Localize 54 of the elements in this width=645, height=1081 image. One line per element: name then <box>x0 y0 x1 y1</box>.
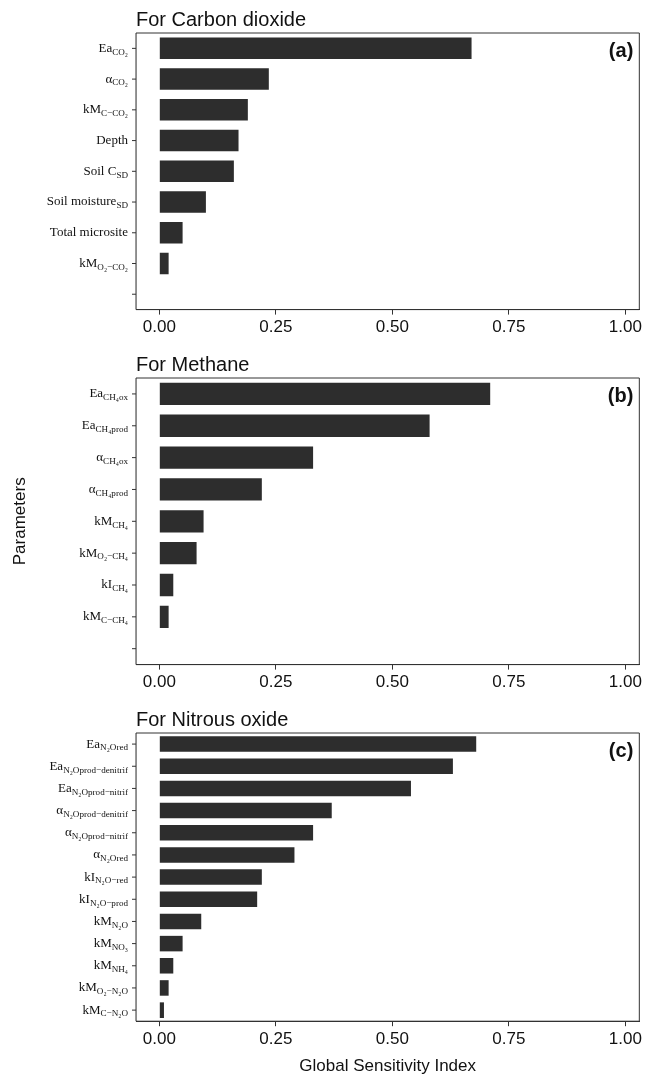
bar <box>159 891 258 908</box>
x-tick-label: 0.25 <box>259 1029 293 1049</box>
bar <box>159 980 169 996</box>
bar <box>159 191 206 213</box>
bar <box>159 847 295 863</box>
x-tick-label: 0.25 <box>259 672 293 692</box>
x-tick-label: 0.75 <box>492 317 526 337</box>
bar <box>159 510 204 533</box>
chart-title: For Carbon dioxide <box>136 7 307 30</box>
x-tick-label: 0.00 <box>142 1029 176 1049</box>
x-tick-label: 0.00 <box>142 672 176 692</box>
bar <box>159 446 314 469</box>
y-tick-label: Depth <box>96 131 129 147</box>
bar <box>159 478 262 501</box>
bar <box>159 414 430 437</box>
bar <box>159 252 169 275</box>
x-axis-title: Global Sensitivity Index <box>299 1056 477 1076</box>
bar <box>159 1002 164 1018</box>
bar <box>159 99 248 121</box>
annotation: (a) <box>608 38 634 61</box>
x-tick-label: 0.75 <box>492 1029 526 1049</box>
x-tick-label: 0.00 <box>142 317 176 337</box>
x-tick-label: 1.00 <box>608 1029 642 1049</box>
bar <box>159 222 183 244</box>
y-tick-label: Total microsite <box>49 224 129 240</box>
bar <box>159 129 239 152</box>
bar <box>159 869 262 885</box>
bar <box>159 935 183 952</box>
x-tick-label: 0.50 <box>375 672 409 692</box>
y-axis-title: Parameters <box>9 477 29 566</box>
annotation: (b) <box>607 383 634 406</box>
bar <box>159 68 269 90</box>
bar <box>159 382 491 406</box>
x-tick-label: 0.50 <box>375 1029 409 1049</box>
x-tick-label: 0.75 <box>492 672 526 692</box>
bar <box>159 780 411 797</box>
bar <box>159 573 174 597</box>
bar <box>159 542 197 565</box>
bar <box>159 758 453 775</box>
bar <box>159 736 477 752</box>
x-tick-label: 0.50 <box>375 317 409 337</box>
bar <box>159 605 169 628</box>
bar <box>159 913 202 930</box>
chart-title: For Nitrous oxide <box>136 707 289 730</box>
x-tick-label: 0.25 <box>259 317 293 337</box>
bar <box>159 825 314 841</box>
bar <box>159 37 472 60</box>
x-tick-label: 1.00 <box>608 672 642 692</box>
bar <box>159 802 332 819</box>
x-tick-label: 1.00 <box>608 317 642 337</box>
bar <box>159 160 234 183</box>
bar <box>159 958 174 974</box>
chart-title: For Methane <box>136 352 250 375</box>
annotation: (c) <box>608 738 634 761</box>
